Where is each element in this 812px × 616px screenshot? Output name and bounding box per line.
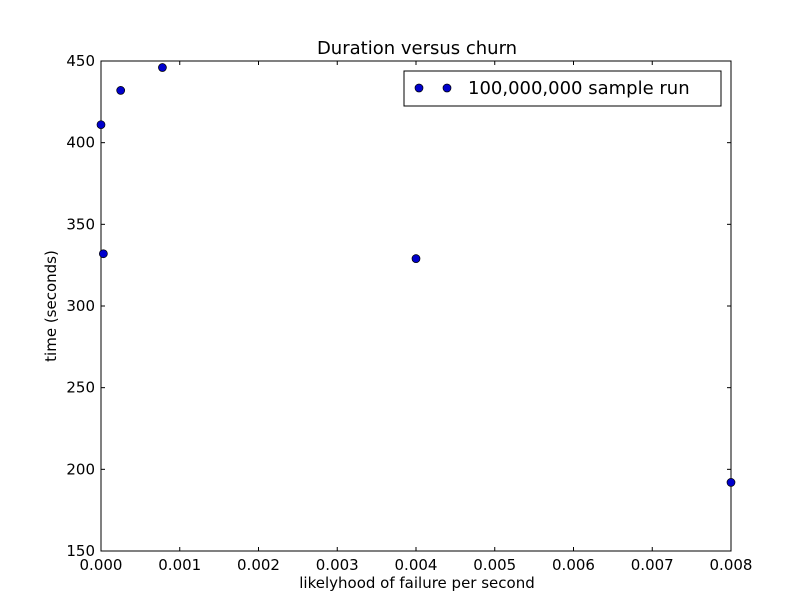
plot-area [100, 60, 732, 552]
x-tick-label: 0.002 [237, 556, 280, 574]
data-point [158, 63, 167, 72]
x-tick-label: 0.004 [395, 556, 438, 574]
data-point [99, 249, 108, 259]
legend-marker-left [414, 83, 424, 93]
y-tick-label: 350 [66, 215, 95, 233]
legend: 100,000,000 sample run [403, 70, 722, 107]
axis-ticks: 0.000 0.001 0.002 0.003 0.004 0.005 0.006 0.007… [66, 52, 752, 574]
y-tick-label: 450 [66, 52, 95, 70]
y-axis-label: time (seconds) [42, 250, 60, 362]
data-point [96, 120, 106, 130]
x-tick-label: 0.008 [710, 556, 753, 574]
data-point [411, 254, 421, 263]
y-tick-label: 250 [66, 379, 95, 397]
chart-title: Duration versus churn [317, 38, 517, 59]
legend-marker-right [442, 83, 452, 93]
x-tick-label: 0.003 [316, 556, 359, 574]
plot-frame [100, 60, 732, 552]
x-axis-label: likelyhood of failure per second [299, 574, 534, 592]
data-points [96, 63, 736, 487]
y-tick-label: 150 [66, 542, 95, 560]
data-point [726, 478, 736, 487]
x-tick-label: 0.007 [631, 556, 674, 574]
legend-label: 100,000,000 sample run [468, 78, 690, 99]
y-tick-label: 400 [66, 134, 95, 152]
y-tick-label: 200 [66, 460, 95, 478]
x-tick-label: 0.001 [158, 556, 201, 574]
y-tick-label: 300 [66, 297, 95, 315]
legend-box [403, 70, 722, 107]
data-point [116, 86, 126, 95]
x-tick-label: 0.005 [473, 556, 516, 574]
x-tick-label: 0.000 [80, 556, 123, 574]
x-tick-label: 0.006 [552, 556, 595, 574]
